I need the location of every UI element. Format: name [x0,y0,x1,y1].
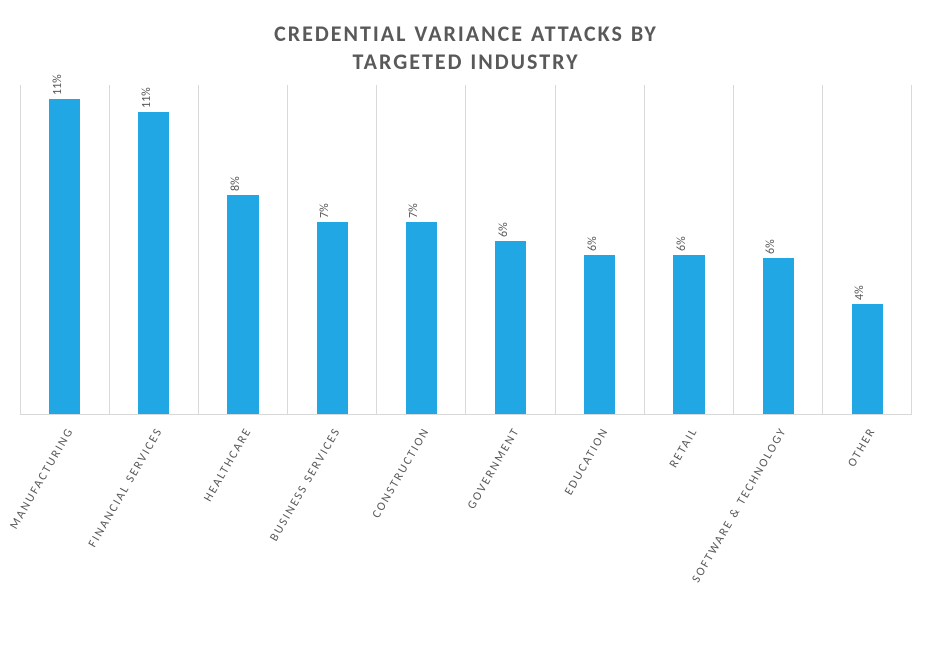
bar-value-label: 6% [586,236,600,251]
bar-value-label: 8% [229,176,243,191]
bar-slot: 7% [377,85,466,414]
bar: 11% [49,99,80,414]
bar: 7% [406,222,437,414]
bar-slot: 11% [20,85,109,414]
x-axis-label: HEALTHCARE [201,425,255,504]
x-axis-label: CONSTRUCTION [370,425,433,521]
x-axis: MANUFACTURINGFINANCIAL SERVICESHEALTHCAR… [20,415,912,595]
plot-area: 11% 11% 8% 7% 7% 6% 6% 6% 6% 4% [20,85,912,415]
bar-slot: 7% [288,85,377,414]
bar: 6% [763,258,794,414]
bar-slot: 11% [109,85,198,414]
x-tick-slot: SOFTWARE & TECHNOLOGY [734,415,823,595]
x-tick-slot: EDUCATION [555,415,644,595]
x-tick-slot: FINANCIAL SERVICES [109,415,198,595]
bar-value-label: 11% [51,74,65,95]
chart-title-line2: TARGETED INDUSTRY [20,48,912,76]
x-tick-slot: RETAIL [644,415,733,595]
bar: 6% [673,255,704,414]
x-tick-slot: BUSINESS SERVICES [288,415,377,595]
bar-slot: 6% [644,85,733,414]
bar-value-label: 11% [140,88,154,109]
bar-value-label: 7% [318,203,332,218]
bar-value-label: 6% [764,239,778,254]
x-axis-label: EDUCATION [562,425,612,498]
x-tick-slot: HEALTHCARE [198,415,287,595]
bar-slot: 8% [198,85,287,414]
bar-slot: 6% [466,85,555,414]
x-tick-slot: GOVERNMENT [466,415,555,595]
bar-chart: CREDENTIAL VARIANCE ATTACKS BY TARGETED … [0,0,932,651]
x-tick-slot: CONSTRUCTION [377,415,466,595]
bar-value-label: 6% [497,223,511,238]
x-axis-label: OTHER [846,425,880,470]
bar: 8% [227,195,258,414]
x-axis-label: MANUFACTURING [7,425,77,532]
x-axis-label: GOVERNMENT [465,425,523,512]
chart-title: CREDENTIAL VARIANCE ATTACKS BY TARGETED … [20,20,912,75]
x-tick-slot: MANUFACTURING [20,415,109,595]
bar: 7% [317,222,348,414]
bar: 6% [495,241,526,414]
bar-value-label: 7% [407,203,421,218]
chart-title-line1: CREDENTIAL VARIANCE ATTACKS BY [20,20,912,48]
x-axis-label: RETAIL [667,425,701,470]
bar-slot: 6% [734,85,823,414]
x-tick-slot: OTHER [823,415,912,595]
bar-value-label: 4% [853,286,867,301]
bar: 6% [584,255,615,414]
bar-value-label: 6% [675,236,689,251]
plot-wrap: 11% 11% 8% 7% 7% 6% 6% 6% 6% 4% MANUFACTURINGFINA… [20,85,912,595]
bar-slot: 6% [555,85,644,414]
bar: 4% [852,304,883,414]
bar-slot: 4% [823,85,912,414]
bars-layer: 11% 11% 8% 7% 7% 6% 6% 6% 6% 4% [20,85,912,414]
bar: 11% [138,112,169,414]
